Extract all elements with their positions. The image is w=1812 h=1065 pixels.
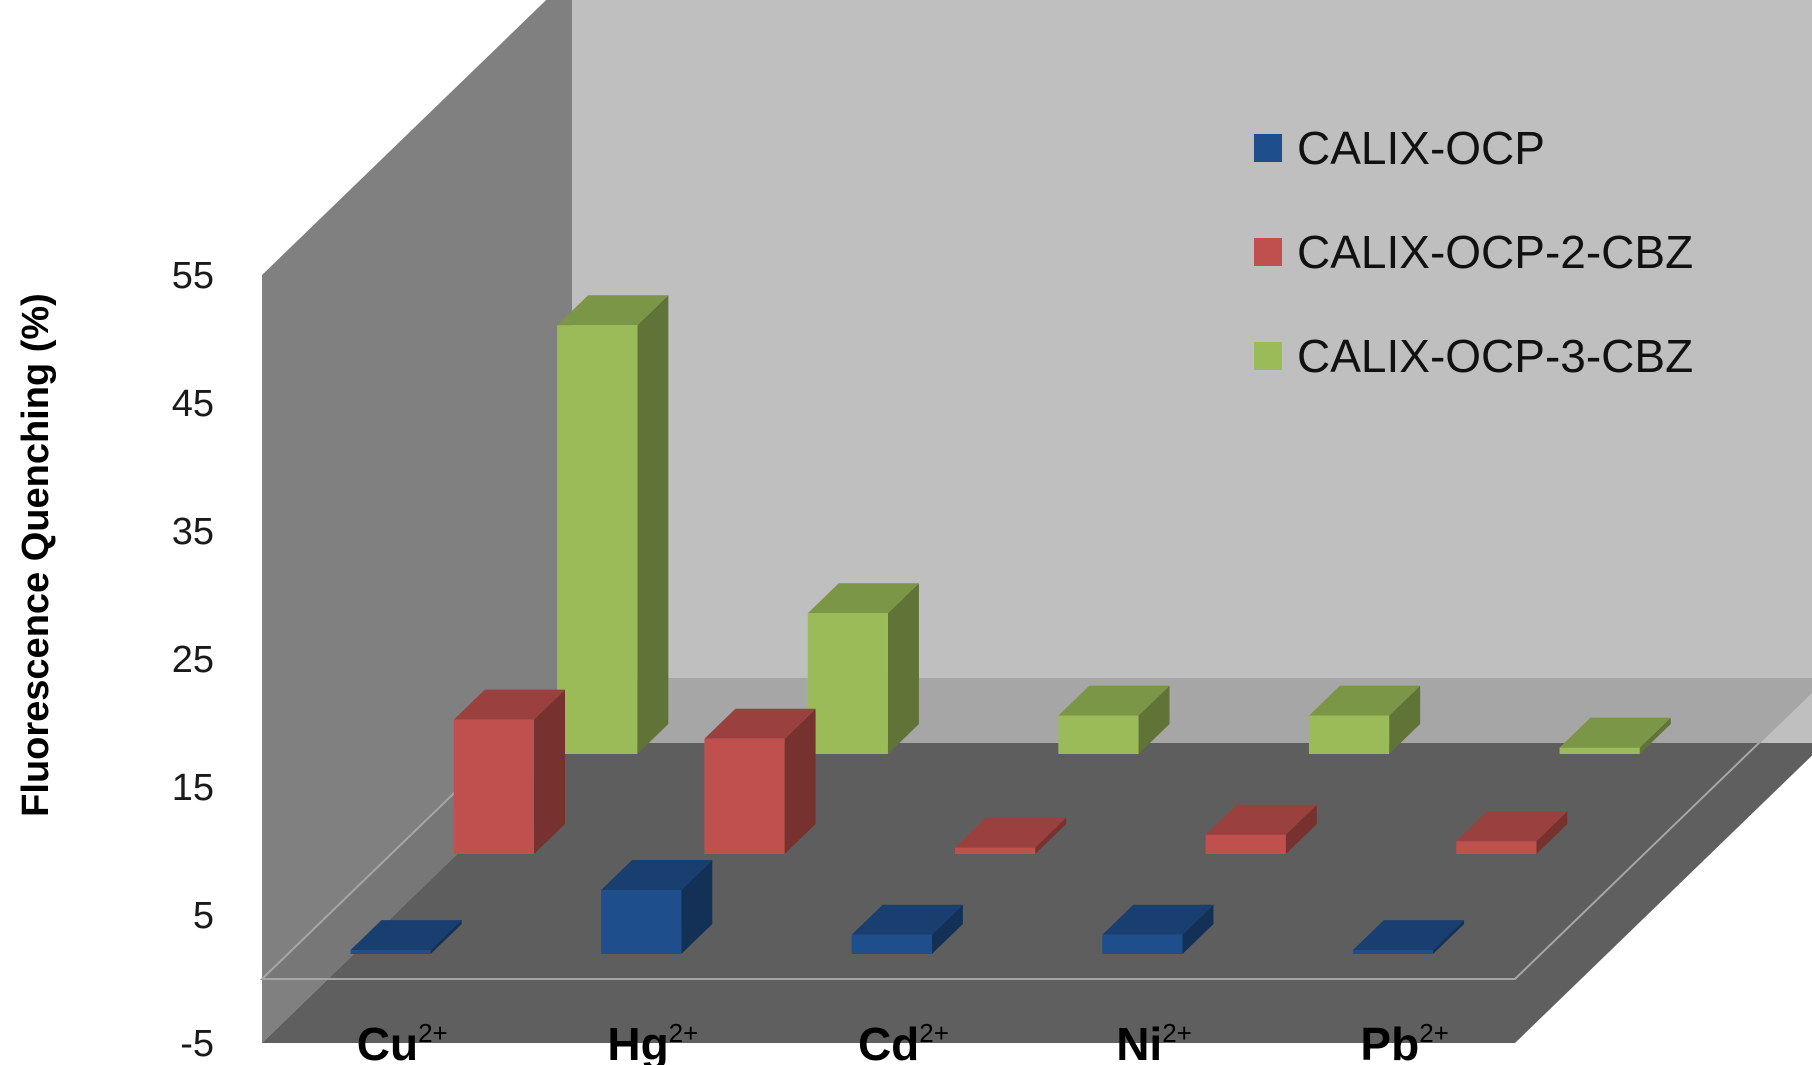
bar-calix-ocp-3-cbz-pb [1559, 717, 1671, 754]
bar-calix-ocp-cu [350, 920, 462, 954]
legend-label: CALIX-OCP-2-CBZ [1297, 226, 1693, 278]
chart-walls [259, 0, 1812, 1043]
bar-front-face [557, 325, 638, 754]
bar-side-face [1182, 904, 1214, 954]
bar-front-face [1308, 715, 1390, 754]
y-tick-label: 15 [172, 767, 214, 809]
legend-entry: CALIX-OCP [1254, 122, 1545, 174]
bar-side-face [1035, 817, 1067, 854]
bar-calix-ocp-hg [601, 860, 713, 954]
bar-calix-ocp-3-cbz-hg [807, 583, 919, 754]
bar-front-face [1058, 715, 1139, 754]
bar-top-face [557, 295, 669, 326]
bar-front-face [1102, 934, 1183, 954]
bar-side-face [1639, 717, 1671, 754]
bar-front-face [955, 847, 1036, 854]
bar-calix-ocp-cd [851, 904, 963, 954]
bar-calix-ocp-2-cbz-hg [704, 708, 816, 854]
legend-label: CALIX-OCP [1297, 122, 1545, 174]
bar-side-face [637, 295, 669, 754]
x-axis: Cu2+ Hg2+ Cd2+ Ni2+ Pb2+ [357, 1018, 1449, 1065]
bar-side-face [784, 708, 816, 854]
y-tick-label: 5 [193, 895, 214, 937]
legend-swatch [1254, 134, 1282, 162]
y-tick-label: -5 [180, 1023, 214, 1065]
y-tick-label: 55 [172, 255, 214, 297]
bar-calix-ocp-3-cbz-cu [557, 295, 669, 754]
bar-front-face [1352, 950, 1434, 954]
bar-side-face [430, 920, 462, 954]
bar-top-face [1352, 920, 1465, 951]
bar-top-face [1058, 685, 1170, 716]
bar-top-face [851, 904, 963, 935]
bar-front-face [704, 738, 785, 854]
x-tick-label: Ni2+ [1116, 1018, 1192, 1065]
bar-front-face [601, 890, 682, 954]
legend-entry: CALIX-OCP-3-CBZ [1254, 330, 1693, 382]
bar-side-face [1138, 685, 1170, 754]
bar-calix-ocp-2-cbz-cd [955, 817, 1067, 854]
y-tick-label: 25 [172, 639, 214, 681]
x-tick-label: Cd2+ [858, 1018, 949, 1065]
bar-calix-ocp-3-cbz-ni [1308, 685, 1421, 754]
bar-front-face [1205, 834, 1286, 854]
legend-swatch [1254, 238, 1282, 266]
bar-calix-ocp-2-cbz-pb [1456, 811, 1568, 854]
bar-front-face [807, 613, 888, 754]
bar-side-face [887, 583, 919, 754]
x-tick-label: Cu2+ [357, 1018, 448, 1065]
bar-top-face [601, 860, 713, 890]
bar-side-face [1536, 811, 1568, 854]
bar-top-face [955, 817, 1067, 848]
back-wall [572, 0, 1812, 743]
bar-front-face [350, 950, 431, 954]
bar-top-face [453, 689, 566, 720]
legend-entry: CALIX-OCP-2-CBZ [1254, 226, 1693, 278]
bar-top-face [1308, 685, 1421, 716]
bar-top-face [1205, 804, 1317, 835]
bar-calix-ocp-2-cbz-cu [453, 689, 566, 854]
bar-side-face [1285, 804, 1317, 854]
bar-front-face [453, 719, 535, 854]
bar-top-face [350, 920, 462, 951]
bar-front-face [1456, 841, 1537, 854]
y-tick-label: 35 [172, 511, 214, 553]
bar-marks [350, 295, 1671, 954]
bar-front-face [1559, 747, 1640, 754]
y-axis-label: Fluorescence Quenching (%) [15, 293, 57, 817]
legend-swatch [1254, 342, 1282, 370]
bar-top-face [1559, 717, 1671, 748]
bar-top-face [1456, 811, 1568, 842]
bar-calix-ocp-3-cbz-cd [1058, 685, 1170, 754]
y-tick-label: 45 [172, 383, 214, 425]
bar-top-face [704, 708, 816, 739]
bar-calix-ocp-ni [1102, 904, 1214, 954]
legend: CALIX-OCP CALIX-OCP-2-CBZ CALIX-OCP-3-CBZ [1254, 122, 1693, 382]
x-tick-label: Pb2+ [1360, 1018, 1448, 1065]
bar-calix-ocp-2-cbz-ni [1205, 804, 1317, 854]
bar-calix-ocp-pb [1352, 920, 1465, 954]
floor [262, 743, 1812, 1043]
legend-label: CALIX-OCP-3-CBZ [1297, 330, 1693, 382]
bar-side-face [1389, 685, 1421, 754]
bar-side-face [1433, 920, 1465, 954]
bar-side-face [534, 689, 566, 854]
bar-side-face [681, 860, 713, 954]
bar-front-face [851, 934, 932, 954]
bar-side-face [931, 904, 963, 954]
x-tick-label: Hg2+ [607, 1018, 698, 1065]
bar-top-face [807, 583, 919, 614]
bar-top-face [1102, 904, 1214, 935]
y-axis: 55 45 35 25 15 5 -5 [172, 255, 214, 1065]
